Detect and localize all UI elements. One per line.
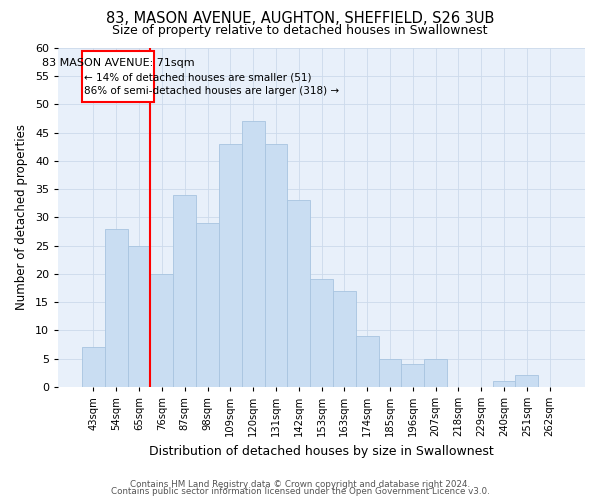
Text: 86% of semi-detached houses are larger (318) →: 86% of semi-detached houses are larger (… [85, 86, 340, 97]
Bar [356, 336, 379, 387]
Text: ← 14% of detached houses are smaller (51): ← 14% of detached houses are smaller (51… [85, 72, 312, 83]
Bar [151, 274, 173, 387]
Bar [173, 195, 196, 387]
Bar [424, 358, 447, 387]
Bar [219, 144, 242, 387]
Bar [287, 200, 310, 387]
Text: Contains HM Land Registry data © Crown copyright and database right 2024.: Contains HM Land Registry data © Crown c… [130, 480, 470, 489]
Bar [515, 376, 538, 387]
Bar [310, 280, 333, 387]
Bar [82, 347, 105, 387]
Bar [105, 228, 128, 387]
Bar [379, 358, 401, 387]
Text: 83 MASON AVENUE: 71sqm: 83 MASON AVENUE: 71sqm [41, 58, 194, 68]
Bar [265, 144, 287, 387]
Bar [128, 246, 151, 387]
Y-axis label: Number of detached properties: Number of detached properties [15, 124, 28, 310]
Bar [333, 291, 356, 387]
Bar [401, 364, 424, 387]
Text: Contains public sector information licensed under the Open Government Licence v3: Contains public sector information licen… [110, 487, 490, 496]
Text: 83, MASON AVENUE, AUGHTON, SHEFFIELD, S26 3UB: 83, MASON AVENUE, AUGHTON, SHEFFIELD, S2… [106, 11, 494, 26]
X-axis label: Distribution of detached houses by size in Swallownest: Distribution of detached houses by size … [149, 444, 494, 458]
FancyBboxPatch shape [82, 51, 154, 102]
Text: Size of property relative to detached houses in Swallownest: Size of property relative to detached ho… [112, 24, 488, 37]
Bar [493, 381, 515, 387]
Bar [242, 122, 265, 387]
Bar [196, 223, 219, 387]
